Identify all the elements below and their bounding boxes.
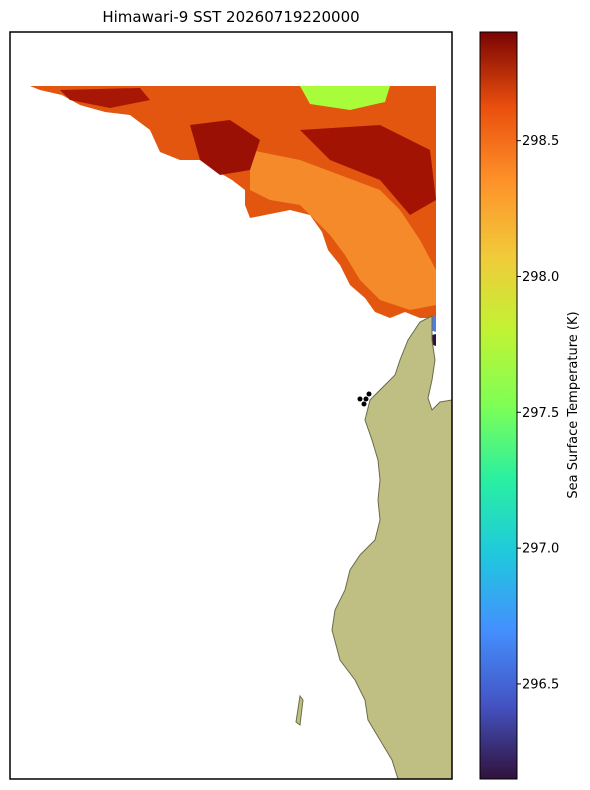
map-title: Himawari-9 SST 20260719220000 [102, 8, 359, 26]
colorbar-tick-label: 297.0 [522, 542, 559, 557]
colorbar-label: Sea Surface Temperature (K) [566, 311, 581, 498]
map-frame [9, 31, 453, 780]
sst-warm-patch [250, 150, 436, 310]
point [363, 396, 369, 402]
island [295, 694, 304, 726]
sst-cool-patch [300, 86, 390, 110]
colorbar-tick-label: 298.5 [522, 134, 559, 149]
sst-hot-patch [190, 120, 260, 175]
point [361, 401, 367, 407]
colorbar [479, 31, 518, 780]
sst-hot-patch [60, 88, 150, 108]
point [357, 396, 363, 402]
colorbar-tick-label: 297.5 [522, 406, 559, 421]
colorbar-tick-label: 298.0 [522, 270, 559, 285]
map-area [30, 86, 452, 779]
sst-hot-patch [300, 125, 436, 215]
land [331, 315, 452, 779]
colorbar-tick-label: 296.5 [522, 677, 559, 692]
point [366, 391, 372, 397]
